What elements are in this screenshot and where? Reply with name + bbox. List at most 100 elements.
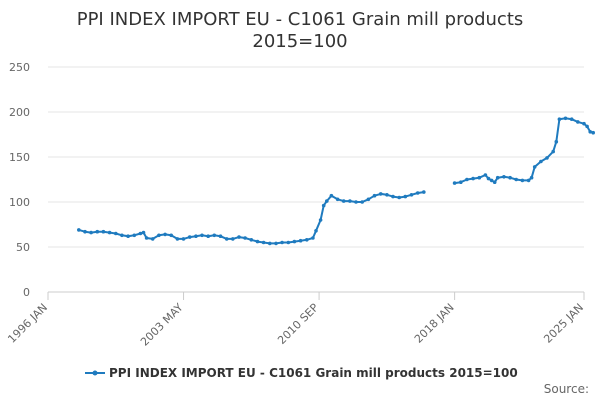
data-point[interactable]: [459, 180, 463, 184]
data-point[interactable]: [120, 233, 124, 238]
data-point[interactable]: [318, 218, 323, 222]
data-point[interactable]: [348, 199, 352, 203]
data-point[interactable]: [286, 240, 291, 245]
data-point[interactable]: [391, 194, 395, 199]
data-point[interactable]: [366, 197, 371, 202]
data-point[interactable]: [218, 234, 223, 238]
data-point[interactable]: [545, 156, 549, 160]
data-point[interactable]: [495, 175, 500, 180]
data-point[interactable]: [114, 231, 118, 236]
data-point[interactable]: [175, 237, 180, 241]
data-point[interactable]: [582, 121, 586, 126]
data-point[interactable]: [551, 149, 555, 154]
data-point[interactable]: [397, 195, 402, 200]
data-point[interactable]: [514, 177, 518, 182]
data-point[interactable]: [194, 234, 198, 238]
legend-marker: [92, 370, 98, 376]
credit-text[interactable]: Source:: [544, 382, 589, 396]
data-point[interactable]: [237, 235, 241, 239]
data-point[interactable]: [554, 139, 559, 144]
data-point[interactable]: [268, 241, 272, 246]
data-point[interactable]: [409, 193, 414, 197]
data-point[interactable]: [132, 233, 137, 238]
data-point[interactable]: [305, 238, 309, 242]
data-point[interactable]: [212, 233, 217, 238]
legend[interactable]: PPI INDEX IMPORT EU - C1061 Grain mill p…: [85, 366, 518, 380]
data-point[interactable]: [360, 200, 365, 204]
data-point[interactable]: [280, 240, 284, 245]
data-point[interactable]: [150, 237, 155, 241]
series-line-segment[interactable]: [78, 191, 424, 245]
data-point[interactable]: [169, 233, 173, 238]
data-point[interactable]: [477, 175, 482, 180]
x-tick-label: 2018 JAN: [412, 301, 457, 346]
data-point[interactable]: [314, 229, 318, 233]
data-point[interactable]: [77, 228, 81, 232]
data-point[interactable]: [354, 200, 358, 204]
data-point[interactable]: [585, 124, 589, 129]
data-point[interactable]: [311, 236, 315, 240]
data-point[interactable]: [539, 159, 543, 164]
data-point[interactable]: [157, 233, 161, 238]
data-point[interactable]: [372, 193, 377, 198]
data-point[interactable]: [298, 238, 303, 243]
data-point[interactable]: [181, 237, 186, 241]
data-point[interactable]: [321, 203, 326, 208]
data-point[interactable]: [378, 192, 383, 196]
data-point[interactable]: [200, 233, 204, 238]
data-series: [77, 116, 595, 246]
data-point[interactable]: [274, 241, 278, 246]
data-point[interactable]: [492, 180, 497, 184]
y-tick-label: 50: [16, 241, 30, 254]
data-point[interactable]: [508, 175, 512, 180]
data-point[interactable]: [557, 117, 562, 121]
series-line-segment[interactable]: [454, 117, 594, 185]
data-point[interactable]: [163, 232, 167, 237]
data-point[interactable]: [486, 176, 491, 181]
y-tick-label: 250: [9, 61, 30, 74]
data-point[interactable]: [341, 199, 346, 203]
data-point[interactable]: [206, 234, 210, 238]
data-point[interactable]: [335, 197, 340, 202]
data-point[interactable]: [415, 191, 420, 195]
data-point[interactable]: [471, 176, 475, 181]
data-point[interactable]: [526, 178, 531, 183]
legend-label[interactable]: PPI INDEX IMPORT EU - C1061 Grain mill p…: [109, 366, 518, 380]
data-point[interactable]: [576, 120, 580, 124]
data-point[interactable]: [95, 229, 100, 234]
data-point[interactable]: [101, 229, 106, 234]
data-point[interactable]: [569, 117, 574, 121]
data-point[interactable]: [329, 193, 334, 198]
data-point[interactable]: [489, 178, 494, 183]
data-point[interactable]: [422, 190, 426, 194]
data-point[interactable]: [138, 231, 143, 236]
data-point[interactable]: [89, 230, 93, 235]
data-point[interactable]: [231, 237, 235, 241]
data-point[interactable]: [292, 239, 297, 244]
data-point[interactable]: [563, 116, 568, 121]
data-point[interactable]: [255, 239, 260, 244]
data-point[interactable]: [452, 181, 457, 185]
data-point[interactable]: [532, 165, 537, 169]
data-point[interactable]: [261, 240, 266, 245]
data-point[interactable]: [187, 235, 192, 239]
data-point[interactable]: [107, 230, 112, 235]
data-point[interactable]: [465, 177, 469, 182]
data-point[interactable]: [243, 236, 247, 240]
data-point[interactable]: [483, 173, 488, 177]
data-point[interactable]: [83, 229, 87, 234]
data-point[interactable]: [144, 236, 149, 240]
y-tick-label: 100: [9, 196, 30, 209]
data-point[interactable]: [126, 234, 130, 238]
data-point[interactable]: [325, 199, 329, 203]
data-point[interactable]: [249, 238, 254, 242]
data-point[interactable]: [588, 130, 592, 134]
data-point[interactable]: [403, 194, 408, 199]
data-point[interactable]: [141, 230, 146, 235]
data-point[interactable]: [591, 130, 595, 135]
data-point[interactable]: [224, 237, 229, 241]
data-point[interactable]: [502, 175, 506, 179]
data-point[interactable]: [520, 178, 525, 183]
data-point[interactable]: [529, 175, 534, 180]
data-point[interactable]: [385, 193, 389, 197]
